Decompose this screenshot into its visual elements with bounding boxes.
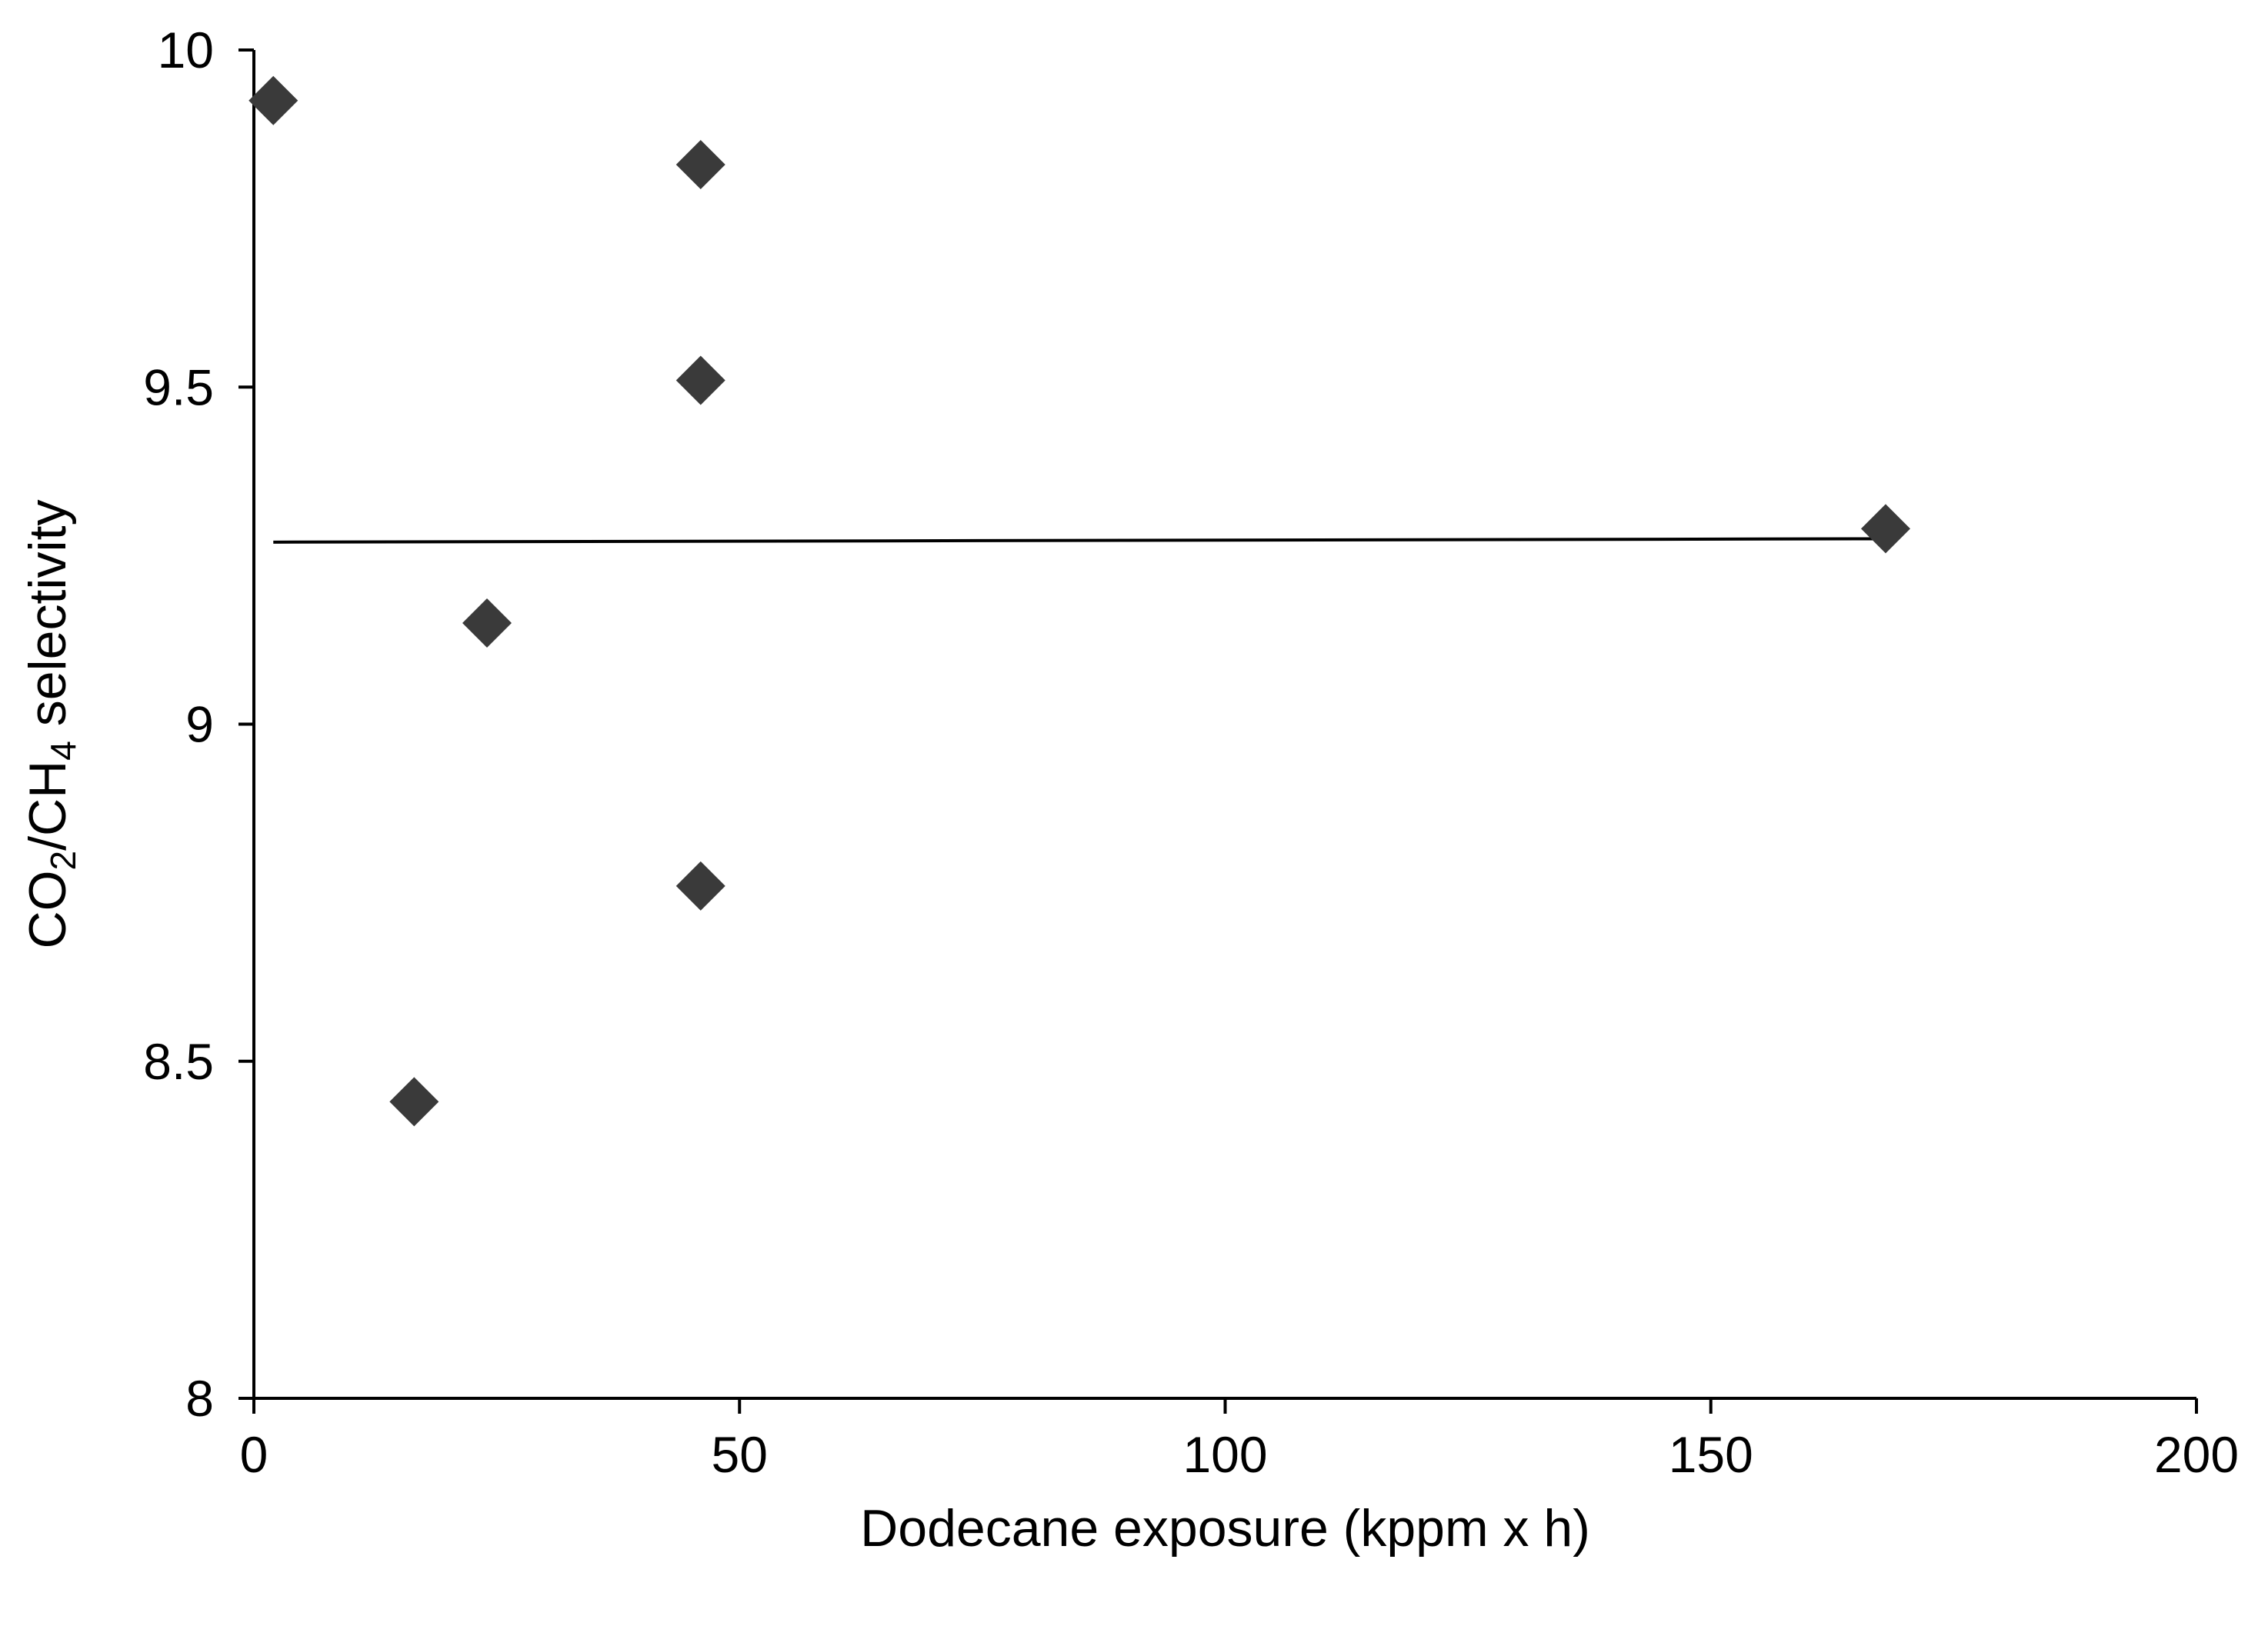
data-point bbox=[675, 140, 725, 190]
data-point bbox=[462, 598, 512, 648]
x-tick-label: 150 bbox=[1669, 1426, 1753, 1483]
data-point bbox=[675, 355, 725, 405]
x-tick-label: 0 bbox=[240, 1426, 268, 1483]
y-axis-title: CO2/CH4 selectivity bbox=[18, 500, 83, 949]
tick-labels: 0 50 100 150 200 8 8.5 9 9.5 10 bbox=[143, 22, 2239, 1483]
y-axis-title-part: CO bbox=[18, 870, 77, 948]
trendline bbox=[273, 537, 1886, 544]
data-point bbox=[1861, 504, 1910, 554]
data-point bbox=[675, 861, 725, 911]
y-tick-label: 9 bbox=[185, 696, 214, 753]
tick-marks bbox=[238, 48, 2198, 1414]
x-tick-label: 50 bbox=[712, 1426, 768, 1483]
data-point bbox=[248, 75, 299, 125]
y-axis-title-part: /CH bbox=[18, 761, 77, 851]
x-axis-title: Dodecane exposure (kppm x h) bbox=[860, 1499, 1590, 1558]
axes bbox=[252, 50, 2196, 1400]
x-tick-label: 100 bbox=[1182, 1426, 1267, 1483]
y-axis-title-part: selectivity bbox=[18, 500, 77, 741]
y-tick-label: 8 bbox=[185, 1370, 214, 1427]
data-point bbox=[389, 1077, 439, 1127]
data-points bbox=[248, 75, 1910, 1127]
y-tick-label: 10 bbox=[158, 22, 214, 78]
y-tick-label: 9.5 bbox=[143, 358, 214, 415]
y-axis-title-subscript: 2 bbox=[43, 851, 83, 871]
y-tick-label: 8.5 bbox=[143, 1033, 214, 1090]
y-axis-title-subscript: 4 bbox=[43, 741, 83, 761]
trendline-group bbox=[273, 537, 1886, 544]
x-tick-label: 200 bbox=[2154, 1426, 2239, 1483]
